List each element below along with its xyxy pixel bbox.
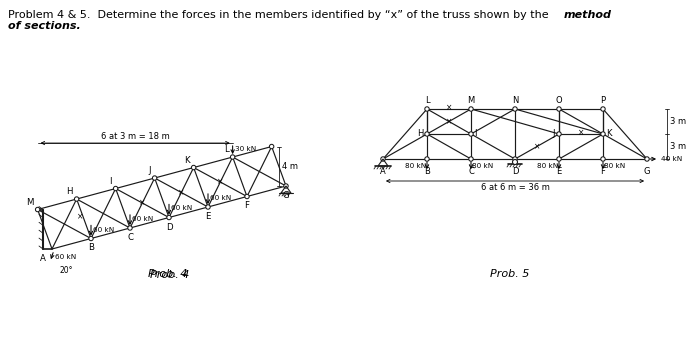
Text: M: M [26, 197, 34, 207]
Circle shape [36, 207, 40, 212]
Text: 60 kN: 60 kN [55, 254, 76, 260]
Circle shape [513, 107, 517, 111]
Text: Prob. 5: Prob. 5 [490, 269, 530, 279]
Text: D: D [166, 222, 173, 232]
Text: A: A [380, 167, 386, 176]
Text: 80 kN: 80 kN [405, 163, 426, 169]
Text: 6 at 6 m = 36 m: 6 at 6 m = 36 m [481, 183, 549, 192]
Text: G: G [282, 191, 289, 200]
Circle shape [425, 107, 429, 111]
Circle shape [644, 157, 649, 161]
Text: ×: × [446, 103, 452, 113]
Circle shape [231, 155, 235, 159]
Text: 60 kN: 60 kN [171, 206, 192, 212]
Text: M: M [468, 96, 475, 105]
Text: method: method [564, 10, 612, 20]
Text: F: F [245, 202, 250, 211]
Text: 4 m: 4 m [282, 162, 298, 171]
Text: A: A [40, 254, 46, 263]
Circle shape [469, 132, 473, 136]
Text: N: N [512, 96, 518, 105]
Circle shape [192, 165, 196, 170]
Text: O: O [556, 96, 562, 105]
Text: 80 kN: 80 kN [537, 163, 558, 169]
Circle shape [469, 107, 473, 111]
Text: 3 m: 3 m [670, 117, 686, 126]
Circle shape [269, 144, 274, 149]
Text: ×: × [77, 212, 83, 221]
Text: 20°: 20° [59, 266, 73, 275]
Text: L: L [224, 145, 229, 154]
Text: H: H [66, 187, 73, 196]
Circle shape [601, 132, 605, 136]
Text: D: D [512, 167, 518, 176]
Circle shape [425, 132, 429, 136]
Circle shape [601, 157, 605, 161]
Text: of sections.: of sections. [8, 21, 81, 31]
Circle shape [557, 132, 561, 136]
Text: I: I [109, 177, 112, 186]
Circle shape [89, 236, 93, 241]
Text: 40 kN: 40 kN [661, 156, 682, 162]
Circle shape [167, 215, 171, 220]
Circle shape [128, 226, 132, 230]
Circle shape [245, 194, 250, 199]
Text: K: K [184, 156, 189, 164]
Text: Prob. 4: Prob. 4 [148, 269, 188, 279]
Text: 60 kN: 60 kN [93, 226, 114, 233]
Text: F: F [600, 167, 605, 176]
Text: J: J [148, 166, 151, 175]
Circle shape [601, 107, 605, 111]
Circle shape [469, 157, 473, 161]
Text: Prob. 4: Prob. 4 [150, 270, 189, 280]
Text: ×: × [534, 142, 540, 151]
Circle shape [206, 205, 210, 209]
Text: P: P [600, 96, 605, 105]
Text: E: E [556, 167, 561, 176]
Circle shape [513, 157, 517, 161]
Circle shape [381, 157, 385, 161]
Text: C: C [127, 233, 133, 242]
Text: 3 m: 3 m [670, 142, 686, 151]
Circle shape [74, 197, 79, 201]
Text: I: I [474, 129, 477, 139]
Text: 60 kN: 60 kN [132, 216, 153, 222]
Text: C: C [468, 167, 474, 176]
Text: B: B [88, 244, 94, 252]
Circle shape [152, 176, 157, 180]
Text: 80 kN: 80 kN [604, 163, 625, 169]
Text: ×: × [178, 188, 185, 197]
Text: 80 kN: 80 kN [472, 163, 493, 169]
Text: 60 kN: 60 kN [210, 195, 231, 201]
Circle shape [113, 186, 118, 191]
Text: ×: × [446, 117, 452, 126]
Text: G: G [644, 167, 650, 176]
Text: L: L [425, 96, 429, 105]
Text: K: K [606, 129, 612, 139]
Text: ×: × [139, 198, 145, 208]
Text: 30 kN: 30 kN [235, 146, 256, 152]
Circle shape [557, 107, 561, 111]
Circle shape [512, 159, 517, 164]
Circle shape [557, 157, 561, 161]
Circle shape [425, 157, 429, 161]
Text: ×: × [578, 128, 584, 137]
Text: Problem 4 & 5.  Determine the forces in the members identified by “x” of the tru: Problem 4 & 5. Determine the forces in t… [8, 10, 552, 20]
Text: E: E [206, 212, 211, 221]
Circle shape [284, 184, 288, 188]
Text: B: B [424, 167, 430, 176]
Text: 6 at 3 m = 18 m: 6 at 3 m = 18 m [101, 132, 170, 141]
Text: ×: × [217, 178, 224, 186]
Text: H: H [417, 129, 423, 139]
Text: J: J [552, 129, 555, 139]
